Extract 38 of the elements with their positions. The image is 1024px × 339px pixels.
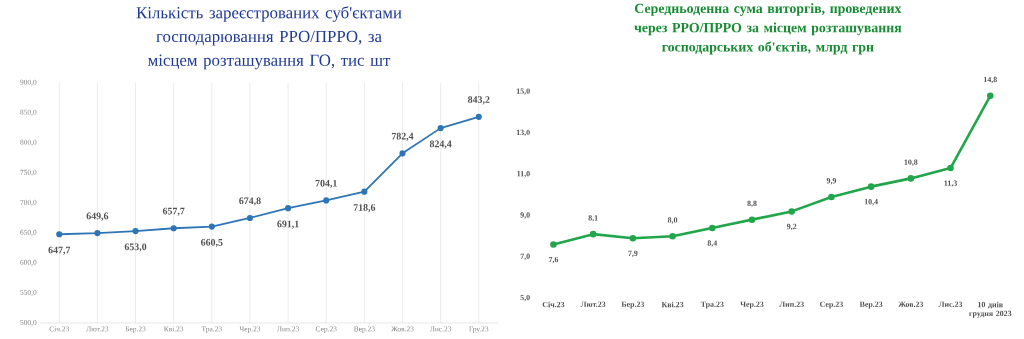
point: [589, 230, 597, 238]
point: [285, 205, 292, 212]
point: [748, 216, 756, 224]
point: [132, 228, 139, 235]
data-label: 647,7: [48, 246, 71, 255]
data-label: 843,2: [467, 96, 490, 105]
chart-title: Середньоденна сума виторгів, проведених через РРО/ПРРО за місцем розташування господарських об'єктів, млрд грн: [634, 3, 902, 55]
point: [361, 188, 368, 195]
data-label: 653,0: [124, 243, 147, 252]
data-label: 704,1: [315, 179, 337, 189]
point: [907, 175, 915, 182]
data-label: 691,1: [277, 220, 299, 229]
point: [475, 113, 482, 120]
point: [56, 231, 63, 238]
point: [669, 232, 676, 240]
data-label: 824,4: [429, 140, 452, 149]
data-label: 649,6: [86, 212, 109, 221]
point: [246, 214, 254, 222]
point: [629, 235, 637, 242]
point: [170, 225, 177, 232]
point: [94, 230, 101, 237]
point: [399, 150, 406, 157]
point: [709, 224, 716, 232]
chart-title: Кількість зареєстрованих суб'єктами господарювання РРО/ПРРО, за місцем розташування ГО, тис шт: [136, 6, 402, 70]
point: [947, 164, 954, 172]
point: [867, 183, 875, 190]
point: [788, 208, 795, 215]
point: [323, 197, 330, 204]
data-label: 657,7: [162, 207, 185, 216]
point: [986, 92, 994, 100]
data-label: 782,4: [391, 132, 414, 141]
data-label: 718,6: [353, 204, 376, 213]
point: [437, 125, 444, 132]
point: [828, 193, 835, 201]
data-label: 660,5: [201, 239, 223, 248]
data-label: 674,8: [239, 197, 261, 206]
point: [208, 223, 215, 230]
point: [550, 241, 557, 248]
